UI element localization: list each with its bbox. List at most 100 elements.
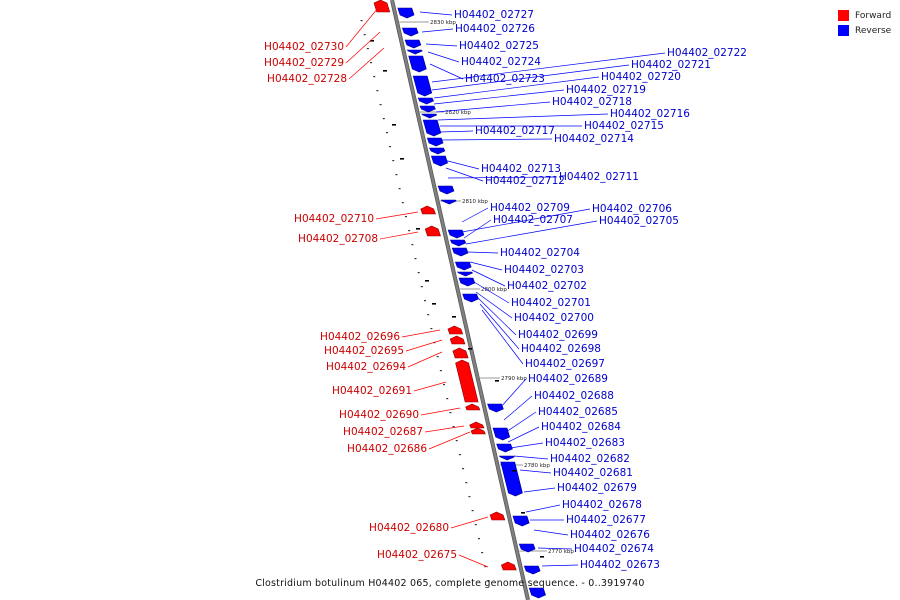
- guide-dot: [360, 20, 363, 22]
- scale-tick-label: 2780 kbp: [524, 463, 550, 469]
- guide-dot: [398, 188, 401, 190]
- forward-label-connector: [450, 516, 489, 529]
- reverse-gene-block: [426, 137, 444, 147]
- reverse-gene-block: [498, 455, 515, 461]
- guide-dot: [477, 538, 480, 540]
- reverse-gene-label: H04402_02703: [504, 264, 584, 276]
- minor-feature: [392, 124, 396, 126]
- reverse-gene-label: H04402_02709: [490, 202, 570, 214]
- reverse-gene-block: [417, 97, 434, 105]
- scale-tick-label: 2770 kbp: [548, 549, 574, 555]
- guide-dot: [443, 384, 446, 386]
- reverse-label-connector: [435, 101, 551, 113]
- reverse-gene-block: [447, 229, 465, 239]
- forward-label-connector: [345, 7, 379, 48]
- reverse-gene-label: H04402_02702: [507, 280, 587, 292]
- forward-label-connector: [379, 231, 419, 240]
- reverse-gene-label: H04402_02700: [514, 312, 594, 324]
- guide-dot: [370, 62, 373, 64]
- reverse-gene-block: [518, 543, 536, 553]
- reverse-gene-block: [449, 239, 467, 247]
- guide-dot: [389, 146, 392, 148]
- guide-dot: [474, 524, 477, 526]
- reverse-label-connector: [461, 208, 591, 233]
- guide-dot: [417, 272, 420, 274]
- forward-label-connector: [407, 351, 443, 368]
- forward-gene-block: [449, 335, 466, 345]
- reverse-label-connector: [463, 219, 492, 239]
- legend: Forward Reverse: [838, 8, 891, 38]
- legend-reverse-label: Reverse: [855, 25, 892, 36]
- minor-feature: [370, 40, 374, 42]
- guide-dot: [487, 580, 490, 582]
- forward-gene-label: H04402_02730: [264, 41, 344, 53]
- scale-tick-label: 2790 kbp: [501, 376, 527, 382]
- guide-dot: [404, 216, 407, 218]
- forward-gene-label: H04402_02708: [298, 233, 378, 245]
- forward-gene-block: [489, 511, 506, 521]
- forward-gene-block: [373, 0, 391, 13]
- forward-gene-block: [501, 561, 517, 571]
- guide-dot: [449, 412, 452, 414]
- guide-dot: [465, 482, 468, 484]
- reverse-gene-label: H04402_02673: [580, 559, 660, 571]
- reverse-gene-label: H04402_02719: [566, 84, 646, 96]
- forward-gene-label: H04402_02691: [332, 385, 412, 397]
- reverse-gene-label: H04402_02688: [534, 390, 614, 402]
- reverse-gene-label: H04402_02676: [570, 529, 650, 541]
- reverse-gene-label: H04402_02677: [566, 514, 646, 526]
- reverse-gene-label: H04402_02679: [557, 482, 637, 494]
- forward-label-connector: [458, 554, 489, 568]
- reverse-gene-label: H04402_02712: [485, 175, 565, 187]
- guide-dot: [430, 328, 433, 330]
- reverse-label-connector: [513, 455, 549, 460]
- reverse-label-connector: [419, 11, 453, 16]
- guide-dot: [484, 566, 487, 568]
- scale-tick-label: 2830 kbp: [430, 20, 456, 26]
- reverse-gene-label: H04402_02711: [559, 171, 639, 183]
- forward-label-connector: [345, 31, 381, 64]
- reverse-label-connector: [499, 378, 527, 409]
- forward-swatch: [838, 10, 849, 21]
- guide-dot: [427, 314, 430, 316]
- forward-gene-block: [447, 325, 464, 335]
- reverse-label-connector: [431, 64, 630, 91]
- minor-feature: [425, 280, 429, 282]
- reverse-label-connector: [523, 487, 556, 493]
- forward-gene-block: [470, 427, 486, 435]
- forward-gene-block: [452, 347, 469, 359]
- reverse-gene-block: [512, 515, 530, 527]
- reverse-label-connector: [507, 426, 540, 443]
- reverse-label-connector: [473, 281, 510, 304]
- guide-dot: [471, 510, 474, 512]
- guide-dot: [424, 300, 426, 302]
- reverse-gene-label: H04402_02704: [500, 247, 580, 259]
- reverse-gene-block: [408, 55, 427, 73]
- reverse-label-connector: [525, 504, 561, 513]
- reverse-gene-label: H04402_02724: [461, 56, 541, 68]
- forward-gene-label: H04402_02696: [320, 331, 400, 343]
- forward-label-connector: [424, 425, 465, 433]
- reverse-gene-label: H04402_02714: [554, 133, 634, 145]
- forward-gene-label: H04402_02675: [377, 549, 457, 561]
- reverse-label-connector: [481, 309, 524, 365]
- reverse-gene-label: H04402_02720: [601, 71, 681, 83]
- guide-dot: [481, 552, 484, 554]
- reverse-gene-label: H04402_02698: [521, 343, 601, 355]
- forward-label-connector: [413, 381, 447, 392]
- reverse-gene-block: [456, 271, 474, 277]
- minor-feature: [452, 316, 456, 318]
- forward-gene-label: H04402_02680: [369, 522, 449, 534]
- forward-label-connector: [420, 407, 461, 416]
- minor-feature: [468, 348, 472, 350]
- reverse-label-connector: [541, 564, 579, 567]
- reverse-gene-label: H04402_02726: [455, 23, 535, 35]
- minor-feature: [495, 380, 499, 382]
- reverse-gene-label: H04402_02725: [459, 40, 539, 52]
- reverse-gene-label: H04402_02681: [553, 467, 633, 479]
- reverse-gene-label: H04402_02683: [545, 437, 625, 449]
- reverse-gene-block: [421, 113, 438, 119]
- reverse-gene-label: H04402_02706: [592, 203, 672, 215]
- scale-tick-label: 2810 kbp: [462, 199, 488, 205]
